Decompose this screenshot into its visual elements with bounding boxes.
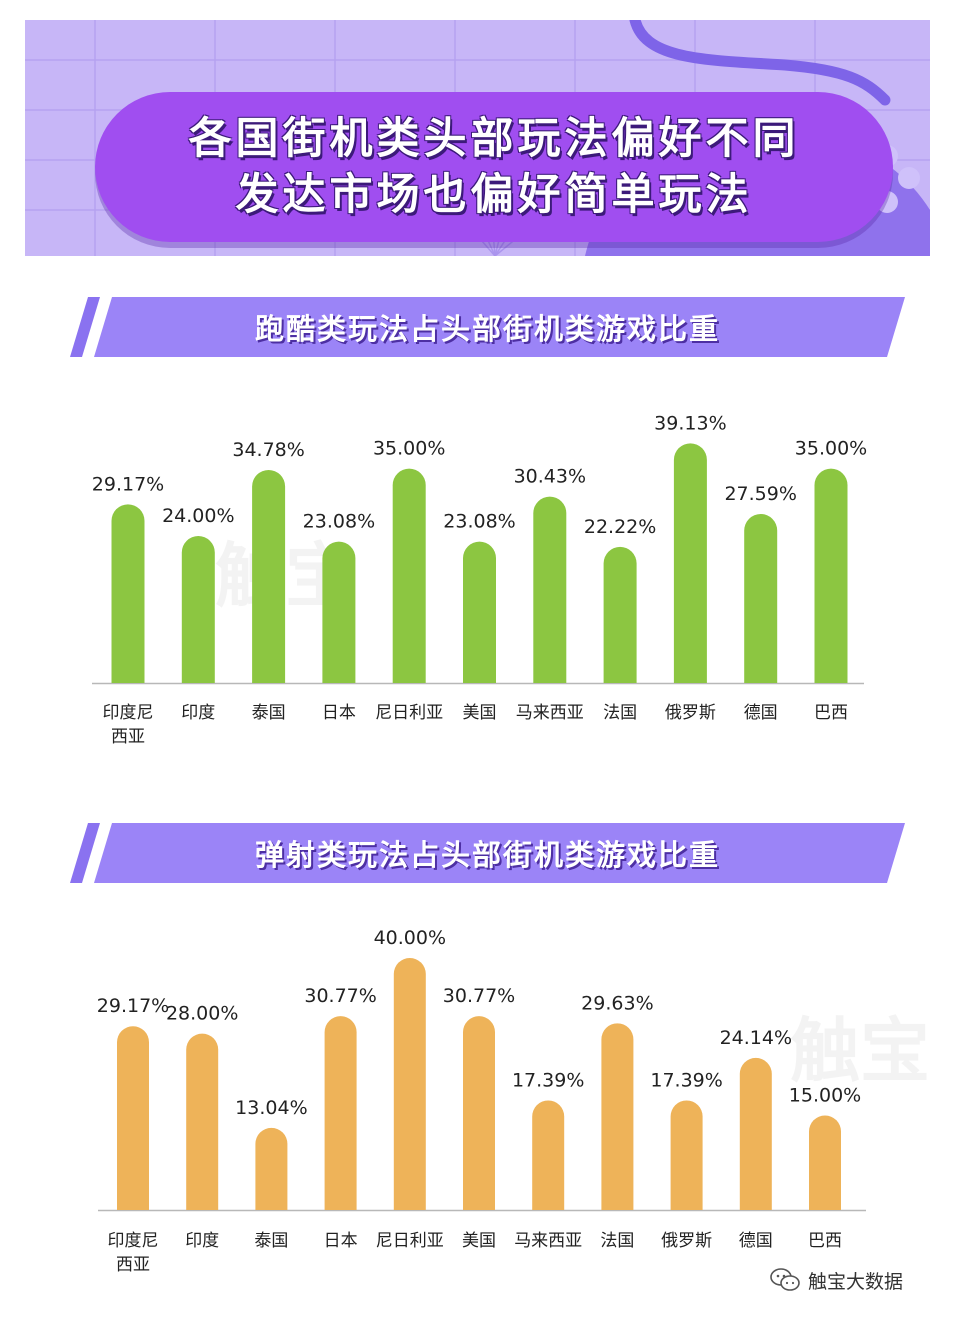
data-label: 24.00% — [162, 505, 234, 527]
bar-泰国 — [255, 1127, 288, 1210]
data-label: 23.08% — [443, 511, 515, 533]
category-label: 印度 — [181, 703, 215, 723]
data-label: 24.14% — [720, 1027, 792, 1049]
bar-马来西亚 — [532, 1100, 565, 1210]
data-label: 29.17% — [97, 995, 169, 1017]
category-label: 印度 — [185, 1231, 219, 1251]
page-title-line-2: 发达市场也偏好简单玩法 — [235, 170, 753, 220]
bar-俄罗斯 — [670, 1100, 703, 1210]
category-label: 美国 — [462, 1231, 496, 1251]
bar-印度尼西亚 — [111, 504, 145, 683]
bar-德国 — [744, 514, 778, 683]
category-label: 印度尼 — [108, 1231, 159, 1251]
data-label: 35.00% — [795, 438, 867, 460]
bar-印度 — [181, 536, 215, 683]
data-label: 35.00% — [373, 438, 445, 460]
bar-泰国 — [252, 469, 286, 683]
section-header-shooter: 弹射类玩法占头部街机类游戏比重 — [70, 823, 905, 883]
page-title-line-1: 各国街机类头部玩法偏好不同 — [188, 114, 800, 164]
bar-尼日利亚 — [393, 958, 426, 1210]
category-label: 日本 — [322, 703, 356, 723]
data-label: 28.00% — [166, 1003, 238, 1025]
category-label: 西亚 — [116, 1255, 150, 1275]
bar-美国 — [463, 1016, 495, 1210]
data-label: 34.78% — [232, 439, 304, 461]
category-label: 马来西亚 — [516, 703, 584, 723]
data-label: 30.77% — [304, 985, 376, 1007]
chart-title-shooter: 弹射类玩法占头部街机类游戏比重 — [254, 838, 720, 872]
footer-brand-label: 触宝大数据 — [808, 1270, 904, 1293]
section-band — [70, 823, 905, 883]
category-label: 西亚 — [111, 727, 145, 747]
data-label: 27.59% — [724, 483, 796, 505]
bar-俄罗斯 — [673, 443, 707, 683]
category-label: 德国 — [739, 1231, 773, 1251]
data-label: 39.13% — [654, 412, 726, 434]
data-label: 17.39% — [512, 1069, 584, 1091]
category-label: 尼日利亚 — [376, 1231, 444, 1251]
bar-巴西 — [814, 468, 848, 683]
bar-巴西 — [809, 1115, 841, 1210]
bar-印度尼西亚 — [117, 1026, 149, 1210]
data-label: 17.39% — [650, 1069, 722, 1091]
footer-brand: 触宝大数据 — [770, 1262, 903, 1298]
category-label: 法国 — [600, 1231, 634, 1251]
bar-日本 — [324, 1016, 357, 1210]
category-label: 尼日利亚 — [375, 703, 443, 723]
category-label: 俄罗斯 — [665, 703, 716, 723]
header-banner: 各国街机类头部玩法偏好不同 发达市场也偏好简单玩法 — [25, 20, 930, 256]
data-label: 29.63% — [581, 992, 653, 1014]
title-pill: 各国街机类头部玩法偏好不同 发达市场也偏好简单玩法 — [95, 92, 893, 242]
data-label: 13.04% — [235, 1097, 307, 1119]
category-label: 俄罗斯 — [661, 1231, 712, 1251]
section-header-parkour: 跑酷类玩法占头部街机类游戏比重 — [70, 297, 905, 357]
category-label: 法国 — [603, 703, 637, 723]
bar-日本 — [322, 541, 356, 683]
data-label: 29.17% — [92, 473, 164, 495]
category-label: 日本 — [324, 1231, 358, 1251]
wechat-icon — [770, 1268, 800, 1291]
category-label: 巴西 — [814, 703, 848, 723]
data-label: 23.08% — [303, 511, 375, 533]
category-label: 泰国 — [254, 1231, 288, 1251]
category-label: 德国 — [744, 703, 778, 723]
section-band — [70, 297, 905, 357]
bar-印度 — [186, 1033, 219, 1210]
bar-德国 — [739, 1057, 772, 1210]
bar-美国 — [463, 541, 496, 683]
category-label: 印度尼 — [103, 703, 154, 723]
data-label: 30.77% — [443, 985, 515, 1007]
bar-尼日利亚 — [392, 468, 426, 683]
category-label: 美国 — [463, 703, 497, 723]
data-label: 15.00% — [789, 1085, 861, 1107]
category-label: 泰国 — [252, 703, 286, 723]
data-label: 22.22% — [584, 516, 656, 538]
data-label: 40.00% — [374, 927, 446, 949]
chart-title-parkour: 跑酷类玩法占头部街机类游戏比重 — [254, 312, 720, 346]
category-label: 马来西亚 — [514, 1231, 582, 1251]
bar-马来西亚 — [533, 496, 567, 683]
data-label: 30.43% — [514, 466, 586, 488]
bar-法国 — [603, 546, 637, 683]
bar-法国 — [601, 1023, 634, 1210]
category-label: 巴西 — [808, 1231, 842, 1251]
